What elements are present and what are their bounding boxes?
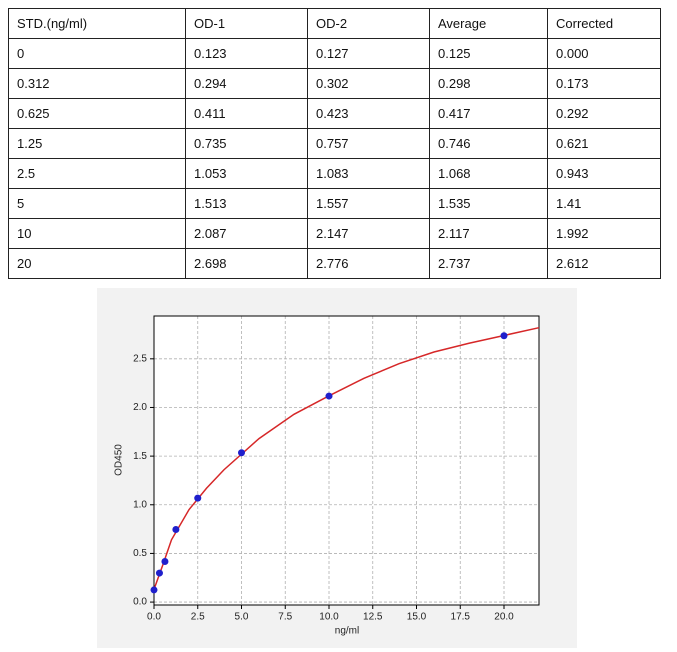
x-tick-label: 20.0 (494, 612, 514, 623)
table-cell: 2.5 (8, 158, 186, 189)
table-row: 0.625 0.411 0.423 0.417 0.292 (8, 98, 661, 129)
table-cell: 5 (8, 188, 186, 219)
chart: ng/ml OD450 0.0 2.5 5.0 7.5 10.0 12.5 15.0 17.5… (97, 288, 577, 648)
y-tick-label: 2.5 (133, 353, 147, 364)
table-cell: Corrected (547, 8, 661, 39)
table-cell: 2.612 (547, 248, 661, 279)
x-axis-label: ng/ml (335, 626, 359, 637)
table-row: 1.25 0.735 0.757 0.746 0.621 (8, 128, 661, 159)
table-row: 0.312 0.294 0.302 0.298 0.173 (8, 68, 661, 99)
y-tick-label: 0.0 (133, 597, 147, 608)
plot-frame (153, 315, 540, 606)
table-cell: 1.535 (429, 188, 548, 219)
x-tick-label: 10.0 (319, 612, 339, 623)
table-row: 2.5 1.053 1.083 1.068 0.943 (8, 158, 661, 189)
table-cell: 0.411 (185, 98, 308, 129)
data-point (155, 569, 163, 577)
y-tick-label: 1.0 (133, 499, 147, 510)
x-tick-label: 12.5 (363, 612, 383, 623)
table-cell: 0.298 (429, 68, 548, 99)
table-cell: 1.053 (185, 158, 308, 189)
data-point (194, 494, 202, 502)
table-cell: 0.127 (307, 38, 430, 69)
data-point (172, 525, 180, 533)
table-cell: 0.943 (547, 158, 661, 189)
data-point (150, 586, 158, 594)
plot-area (154, 316, 539, 605)
table-cell: 1.557 (307, 188, 430, 219)
table-row: 0 0.123 0.127 0.125 0.000 (8, 38, 661, 69)
table-cell: 0.000 (547, 38, 661, 69)
table-cell: 2.737 (429, 248, 548, 279)
table-cell: 0.757 (307, 128, 430, 159)
table-cell: 0.294 (185, 68, 308, 99)
table-row: 10 2.087 2.147 2.117 1.992 (8, 218, 661, 249)
table-cell: 0.621 (547, 128, 661, 159)
table-cell: 0 (8, 38, 186, 69)
data-point (325, 392, 333, 400)
table-cell: 0.292 (547, 98, 661, 129)
table-cell: STD.(ng/ml) (8, 8, 186, 39)
table-cell: 0.423 (307, 98, 430, 129)
table-row: 20 2.698 2.776 2.737 2.612 (8, 248, 661, 279)
table-cell: 1.068 (429, 158, 548, 189)
table-cell: 20 (8, 248, 186, 279)
table-cell: 10 (8, 218, 186, 249)
table-cell: 0.625 (8, 98, 186, 129)
data-table: STD.(ng/ml) OD-1 OD-2 Average Corrected 0 0.12… (8, 8, 661, 279)
table-cell: 2.087 (185, 218, 308, 249)
data-point (238, 449, 245, 457)
table-cell: 0.125 (429, 38, 548, 69)
table-cell: 1.992 (547, 218, 661, 249)
table-cell: 0.173 (547, 68, 661, 99)
x-tick-label: 17.5 (451, 612, 471, 623)
x-tick-label: 5.0 (235, 612, 249, 623)
data-point (161, 558, 169, 566)
y-tick-label: 1.5 (133, 451, 147, 462)
table-cell: 1.41 (547, 188, 661, 219)
table-cell: 0.746 (429, 128, 548, 159)
y-tick-label: 0.5 (133, 548, 147, 559)
table-cell: 2.698 (185, 248, 308, 279)
table-cell: 1.083 (307, 158, 430, 189)
data-point (500, 332, 508, 340)
y-axis-label: OD450 (114, 444, 125, 476)
x-tick-label: 7.5 (278, 612, 292, 623)
table-cell: 1.25 (8, 128, 186, 159)
x-tick-label: 0.0 (147, 612, 161, 623)
table-cell: Average (429, 8, 548, 39)
x-tick-label: 15.0 (407, 612, 427, 623)
table-row: 5 1.513 1.557 1.535 1.41 (8, 188, 661, 219)
table-cell: OD-2 (307, 8, 430, 39)
y-tick-label: 2.0 (133, 402, 147, 413)
table-cell: 0.735 (185, 128, 308, 159)
table-body: STD.(ng/ml) OD-1 OD-2 Average Corrected 0 0.12… (8, 8, 661, 279)
table-cell: 2.776 (307, 248, 430, 279)
header-row: STD.(ng/ml) OD-1 OD-2 Average Corrected (8, 8, 661, 39)
table-cell: 0.302 (307, 68, 430, 99)
table-cell: 1.513 (185, 188, 308, 219)
table-cell: 0.123 (185, 38, 308, 69)
x-tick-label: 2.5 (191, 612, 205, 623)
table-cell: 0.312 (8, 68, 186, 99)
table-cell: 2.117 (429, 218, 548, 249)
table-cell: 0.417 (429, 98, 548, 129)
table-cell: OD-1 (185, 8, 308, 39)
table-cell: 2.147 (307, 218, 430, 249)
